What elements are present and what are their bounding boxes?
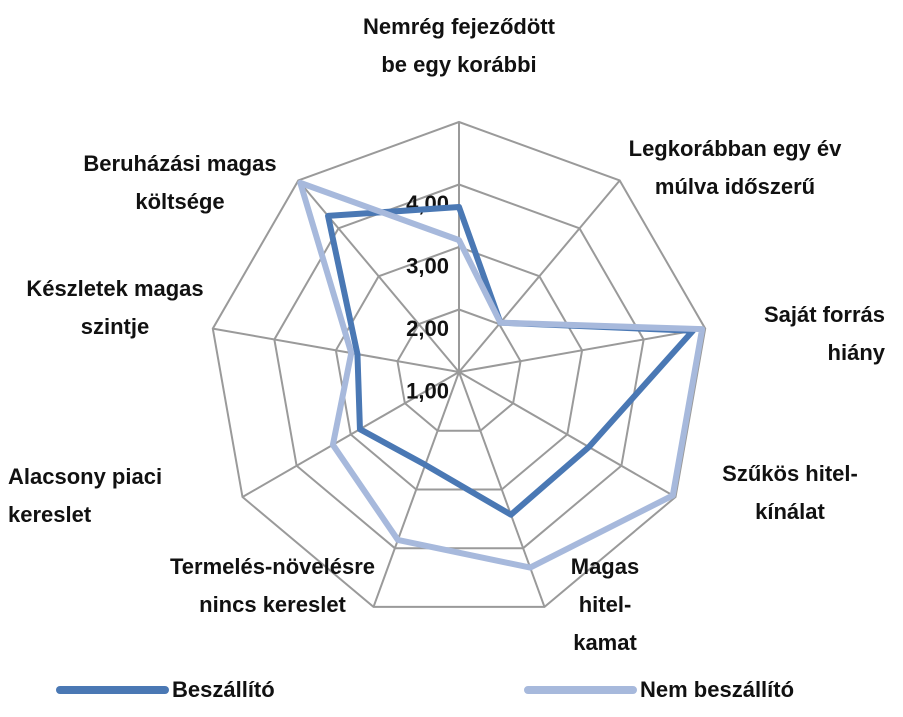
category-label: Alacsony piaci kereslet <box>8 464 163 527</box>
grid-ring <box>273 183 645 550</box>
category-label: Beruházási magas költsége <box>83 151 277 214</box>
legend-label: Nem beszállító <box>640 677 794 702</box>
series-line <box>297 179 706 571</box>
grid-ring <box>211 120 707 608</box>
y-tick-label: 2,00 <box>406 316 449 341</box>
category-label: Szűkös hitel-kínálat <box>722 461 858 524</box>
category-label: Saját forrás hiány <box>763 302 885 365</box>
category-label: Nemrég fejeződött be egy korábbi <box>363 14 555 77</box>
legend-label: Beszállító <box>172 677 275 702</box>
category-label: Készletek magas szintje <box>26 276 204 339</box>
y-tick-label: 3,00 <box>406 253 449 278</box>
category-label: Termelés-növelésre nincs kereslet <box>169 554 376 617</box>
category-label: Legkorábban egy év múlva időszerű <box>628 136 842 199</box>
category-label: Magas hitel-kamat <box>570 554 640 655</box>
grid-ring <box>396 308 522 432</box>
y-tick-label: 1,00 <box>406 378 449 403</box>
series-line <box>325 204 696 518</box>
grid-ring <box>334 245 584 491</box>
